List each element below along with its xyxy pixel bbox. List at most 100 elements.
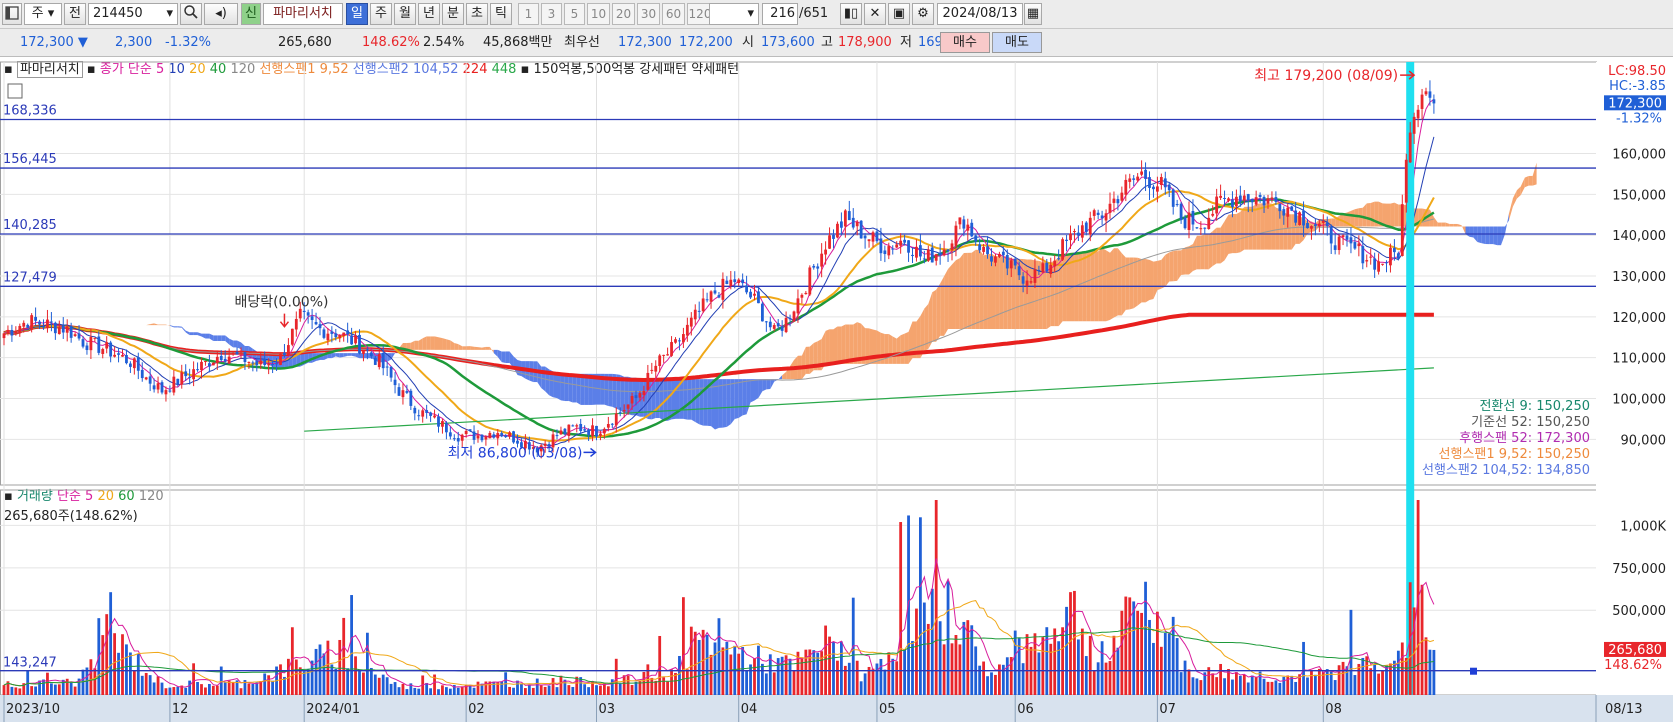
- volume-bar: [780, 656, 784, 695]
- candle-body: [259, 360, 263, 365]
- volume-bar: [1329, 671, 1333, 695]
- search-button[interactable]: [180, 3, 202, 25]
- x-tick-label: 05: [879, 702, 896, 717]
- buy-button[interactable]: 매수: [940, 32, 990, 53]
- prev-button[interactable]: 전: [64, 3, 86, 25]
- calendar-button[interactable]: ▦: [1024, 3, 1042, 25]
- range-select[interactable]: ▾: [709, 3, 759, 25]
- period-tab-4[interactable]: 분: [442, 3, 464, 25]
- period-tab-0[interactable]: 일: [346, 3, 368, 25]
- volume-tick-label: 750,000: [1612, 562, 1666, 577]
- interval-button-1[interactable]: 1: [518, 3, 539, 25]
- candle-body: [1306, 223, 1309, 229]
- volume-bar: [38, 680, 41, 695]
- candle-body: [851, 217, 855, 228]
- volume-bar: [761, 663, 764, 695]
- candle-body: [1408, 132, 1412, 163]
- candle-body: [488, 432, 492, 439]
- ichimoku-value: 전환선 9: 150,250: [1479, 399, 1590, 414]
- volume-bar: [1104, 662, 1108, 695]
- volume-bar: [1286, 675, 1290, 695]
- interval-button-3[interactable]: 3: [541, 3, 562, 25]
- interval-button-120[interactable]: 120: [687, 3, 713, 25]
- cloud-segment: [1493, 226, 1498, 246]
- candle-body: [1219, 195, 1222, 198]
- period-tab-1[interactable]: 주: [370, 3, 392, 25]
- candle-body: [73, 334, 77, 337]
- cloud-segment: [829, 329, 834, 364]
- candle-body: [132, 358, 136, 369]
- interval-button-20[interactable]: 20: [612, 3, 635, 25]
- volume-bar: [606, 686, 610, 695]
- candle-body: [745, 285, 748, 293]
- current-price: 172,300 ▼: [20, 35, 88, 50]
- volume-bar: [263, 673, 267, 695]
- legend-box-icon: ▪: [520, 62, 530, 77]
- period-tab-2[interactable]: 월: [394, 3, 416, 25]
- date-input[interactable]: 2024/08/13: [937, 3, 1023, 25]
- volume-bar: [1400, 642, 1404, 695]
- price-pane-frame: [0, 61, 1597, 486]
- sell-button[interactable]: 매도: [992, 32, 1042, 53]
- cloud-segment: [205, 333, 210, 339]
- candle-body: [1148, 177, 1151, 188]
- candle-body: [460, 434, 464, 441]
- period-tab-3[interactable]: 년: [418, 3, 440, 25]
- candle-body: [208, 363, 211, 367]
- volume-bar: [464, 684, 468, 695]
- stock-name[interactable]: 파마리서치: [263, 3, 343, 25]
- cloud-segment: [1240, 206, 1245, 253]
- crosshair-button[interactable]: ✕: [864, 3, 886, 25]
- volume-bar: [290, 627, 294, 695]
- candle-body: [314, 322, 318, 325]
- candle-body: [516, 440, 519, 444]
- cloud-segment: [841, 324, 846, 364]
- legend-name[interactable]: 파마리서치: [16, 61, 83, 78]
- volume-bar: [1349, 609, 1353, 695]
- volume-bar: [1112, 635, 1116, 695]
- candle-body: [251, 362, 255, 364]
- volume-bar: [1041, 637, 1045, 695]
- volume-bar: [243, 680, 247, 695]
- cloud-segment: [707, 379, 712, 427]
- volume-bar: [401, 683, 405, 695]
- y-tick-label: 100,000: [1612, 393, 1666, 408]
- candle-body: [1183, 217, 1187, 229]
- interval-button-30[interactable]: 30: [637, 3, 660, 25]
- volume-bar: [1132, 601, 1136, 695]
- volume-current: 265,680주(148.62%): [4, 509, 138, 524]
- interval-button-60[interactable]: 60: [662, 3, 685, 25]
- cloud-segment: [1485, 226, 1490, 245]
- save-button[interactable]: ▣: [888, 3, 910, 25]
- volume-bar: [1333, 680, 1337, 695]
- cloud-segment: [817, 339, 822, 371]
- market-select[interactable]: 주 ▾: [24, 3, 62, 25]
- candle-body: [433, 415, 436, 418]
- interval-button-10[interactable]: 10: [587, 3, 610, 25]
- cloud-segment: [1453, 223, 1458, 227]
- candle-body: [192, 369, 195, 380]
- sound-button[interactable]: ◂): [204, 3, 238, 25]
- cloud-segment: [1505, 213, 1509, 235]
- candle-body: [891, 248, 895, 250]
- menu-icon[interactable]: [2, 3, 22, 25]
- cloud-segment: [481, 346, 486, 350]
- cloud-segment: [1252, 204, 1257, 250]
- candle-body: [393, 379, 397, 386]
- candle-body: [962, 219, 966, 229]
- interval-button-5[interactable]: 5: [564, 3, 585, 25]
- candle-body: [1254, 197, 1258, 205]
- candle-body: [1128, 178, 1132, 182]
- candle-body: [563, 428, 567, 435]
- count-input[interactable]: 216: [762, 3, 798, 25]
- volume-bar: [1001, 664, 1005, 695]
- period-tab-5[interactable]: 초: [466, 3, 488, 25]
- settings-button[interactable]: ⚙: [912, 3, 934, 25]
- cloud-segment: [888, 334, 893, 364]
- price-volume-chart[interactable]: 168,336 156,445 140,285 127,479 143,247 160…: [0, 56, 1673, 722]
- code-input[interactable]: 214450 ▾: [88, 3, 178, 25]
- candle-type-button[interactable]: ▮▯: [840, 3, 862, 25]
- period-tab-6[interactable]: 틱: [490, 3, 512, 25]
- candle-body: [970, 222, 974, 237]
- volume-bar: [986, 676, 989, 695]
